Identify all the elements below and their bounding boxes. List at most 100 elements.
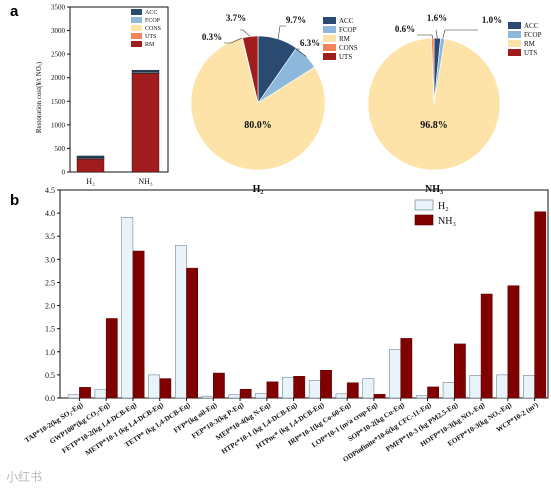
legend-label-uts: UTS <box>524 49 537 57</box>
leader-line-fcop <box>442 29 478 39</box>
legend-label-rm: RM <box>145 42 155 48</box>
bar-h-9 <box>308 380 321 399</box>
plot-frame <box>69 6 169 173</box>
legend-swatch-rm <box>131 41 142 47</box>
bar-nh-17 <box>534 211 547 399</box>
bar-h-10 <box>335 393 348 399</box>
bar-nh-9 <box>320 370 332 399</box>
legend-swatch-cons <box>323 44 336 51</box>
legend-swatch-uts <box>323 53 336 60</box>
x-tick-label-nh: NH₃ <box>138 177 153 186</box>
bar-h-15 <box>469 375 482 399</box>
y-tick-label: 2500 <box>51 51 66 59</box>
bar-nh-14 <box>454 343 466 399</box>
bar-h-7 <box>255 393 268 399</box>
y-tick-label: 0.0 <box>45 394 55 403</box>
bar-nh-6 <box>239 388 252 399</box>
bar-nh-15 <box>480 293 493 399</box>
y-tick-label: 4.5 <box>45 186 55 195</box>
bar-nh-8 <box>293 376 306 399</box>
bar-h-4 <box>175 245 187 399</box>
legend-label-acc: ACC <box>145 10 157 16</box>
y-tick-label: 0.5 <box>45 371 55 380</box>
legend-swatch-rm <box>508 40 521 47</box>
legend-label-fcop: FCOP <box>145 18 161 24</box>
bar-nh-16 <box>507 285 520 399</box>
leader-line-acc <box>435 29 438 39</box>
bar-nh-2 <box>132 250 145 399</box>
legend-swatch-fcop <box>323 26 336 33</box>
stacked-bar-chart: 0 500 1000 1500 2000 2500 3000 3500 Restoration … <box>35 4 169 186</box>
bar-nh-4 <box>186 267 198 399</box>
leader-line-uts <box>240 29 251 37</box>
leader-line-uts <box>417 34 434 39</box>
pie-label-acc: 9.7% <box>286 15 306 25</box>
bar-h-acc <box>76 155 105 158</box>
legend-label-rm: RM <box>524 40 536 48</box>
leader-line-cons <box>224 37 243 44</box>
pie-label-rm: 96.8% <box>420 120 448 131</box>
bar-nh-10 <box>346 382 359 399</box>
bar-nh-1 <box>105 318 118 399</box>
legend-swatch-uts <box>131 33 142 39</box>
legend-label-fcop: FCOP <box>524 31 542 39</box>
pie-label-rm: 80.0% <box>244 120 272 131</box>
legend-label-acc: ACC <box>524 22 539 30</box>
y-tick-label: 3.0 <box>45 255 55 264</box>
bar-nh-3 <box>159 378 172 399</box>
bar-h-3 <box>148 374 160 399</box>
legend-swatch-acc <box>131 9 142 15</box>
bar-h-12 <box>389 349 401 399</box>
x-tick-label-h: H₂ <box>86 177 95 186</box>
legend-label-cons: CONS <box>145 26 161 32</box>
legend-label-uts: UTS <box>145 34 156 40</box>
bar-nh-7 <box>266 381 279 399</box>
legend-label-uts: UTS <box>339 53 352 61</box>
pie-label-fcop: 6.3% <box>300 38 320 48</box>
pie-label-uts: 0.6% <box>395 24 415 34</box>
legend-swatch-rm <box>323 35 336 42</box>
legend-label-fcop: FCOP <box>339 26 357 34</box>
bar-h-16 <box>496 374 509 399</box>
y-tick-label: 1.0 <box>45 348 55 357</box>
bar-nh-rm <box>131 73 160 173</box>
pie-label-fcop: 1.0% <box>482 15 502 25</box>
legend-label-cons: CONS <box>339 44 358 52</box>
bar-nh-11 <box>373 394 386 399</box>
y-tick-label: 1500 <box>51 98 66 106</box>
bar-h-1 <box>94 389 107 399</box>
bar-nh-13 <box>427 386 439 399</box>
bar-nh-acc <box>131 69 160 73</box>
pie-label-acc: 1.6% <box>427 13 447 23</box>
pie-slice-uts <box>242 35 259 104</box>
panel-a-label: a <box>10 3 19 20</box>
legend-swatch-fcop <box>131 17 142 23</box>
legend-label-h2: H₂ <box>438 201 449 212</box>
bar-h-6 <box>228 394 241 399</box>
y-tick-label: 3500 <box>51 4 66 12</box>
legend-swatch-nh <box>414 214 434 226</box>
legend-swatch-acc <box>508 22 521 29</box>
bar-nh-5 <box>213 372 225 399</box>
watermark: 小红书 <box>6 470 43 484</box>
pie-label-uts: 3.7% <box>226 13 246 23</box>
impact-bar-chart: 0.00.51.01.52.02.53.03.54.04.5TAP*10-2(k… <box>23 186 549 464</box>
legend-swatch-fcop <box>508 31 521 38</box>
pie-slice-rm <box>190 37 326 171</box>
bar-h-rm <box>76 158 105 173</box>
legend-swatch-cons <box>131 25 142 31</box>
leader-line-acc <box>277 25 286 40</box>
bar-h-8 <box>282 376 294 399</box>
y-tick-label: 0 <box>62 169 66 177</box>
y-tick-label: 3.5 <box>45 232 55 241</box>
bar-h-17 <box>523 375 535 399</box>
y-tick-label: 2.0 <box>45 302 55 311</box>
y-axis-label: Restoration cost(¥/t NOₓ) <box>35 61 43 133</box>
leader-line-fcop <box>295 48 307 57</box>
bar-nh-12 <box>400 338 413 399</box>
legend-swatch-acc <box>323 17 336 24</box>
panel-b-label: b <box>10 192 19 209</box>
bar-h-2 <box>121 217 134 399</box>
